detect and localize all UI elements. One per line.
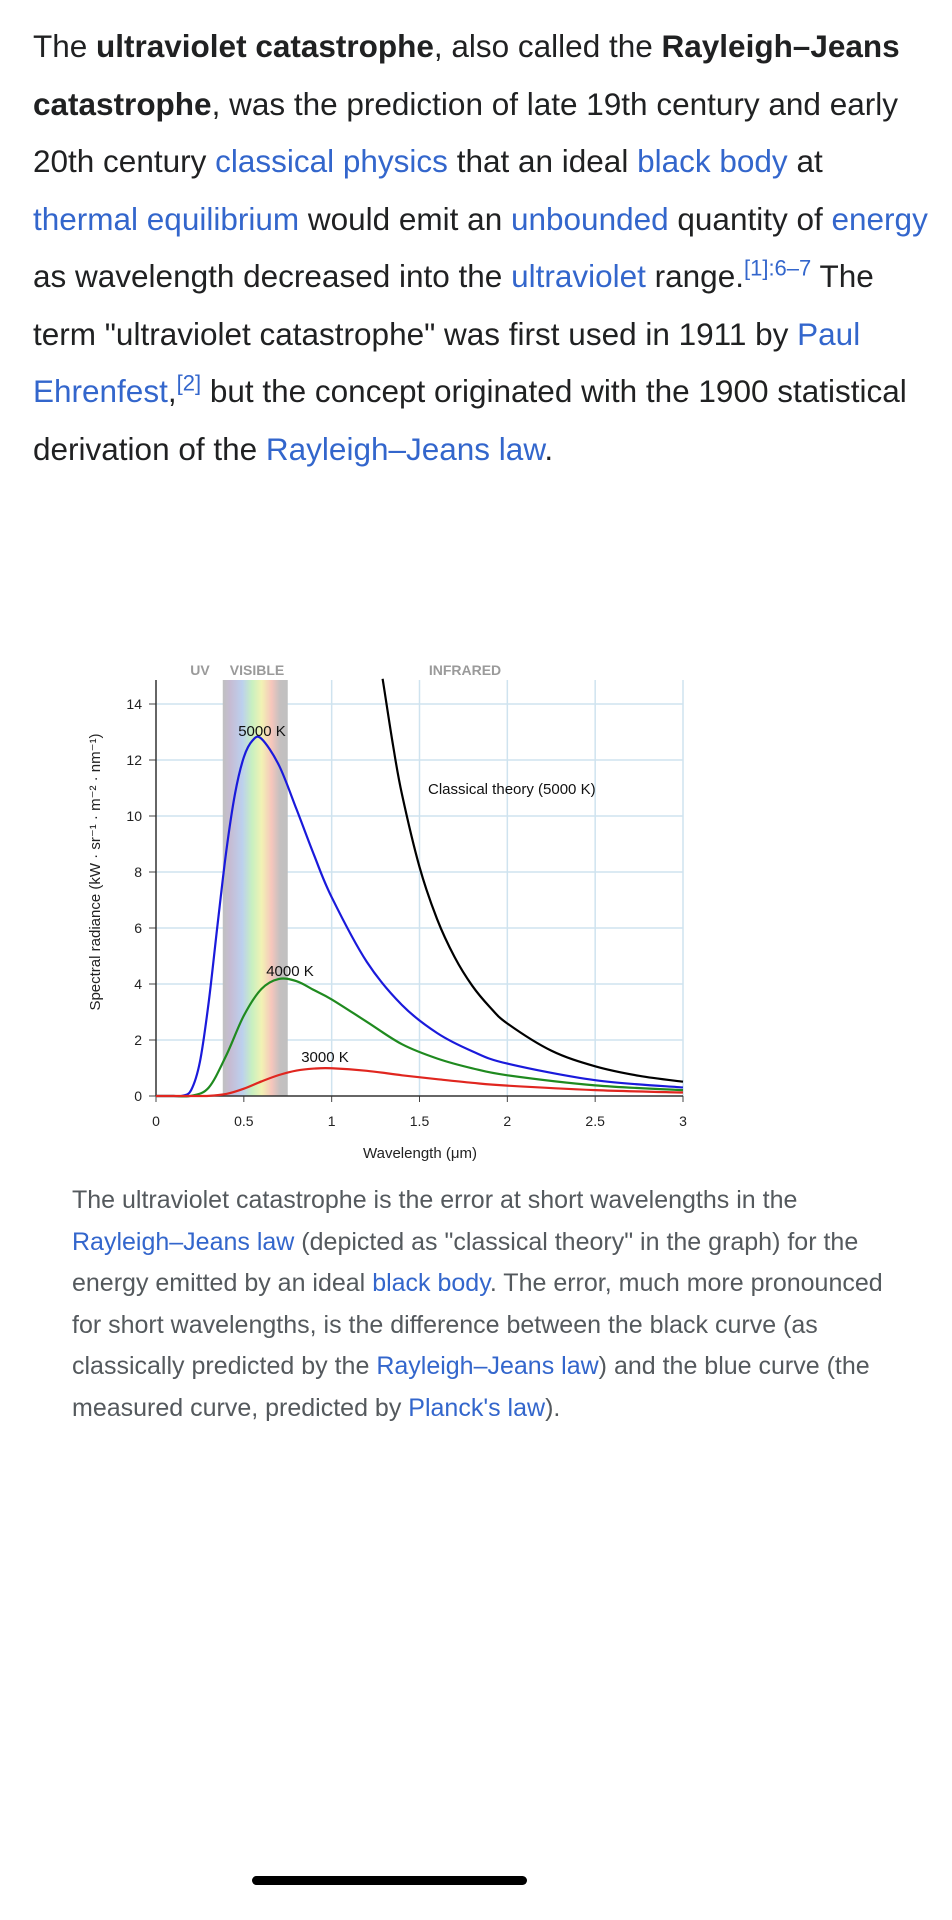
x-tick-label: 0.5 [234, 1113, 254, 1129]
y-tick-label: 6 [134, 920, 142, 936]
text: that an ideal [447, 143, 638, 179]
article-paragraph: The ultraviolet catastrophe, also called… [33, 18, 933, 478]
y-tick-label: 12 [126, 752, 142, 768]
visible-spectrum-band [222, 680, 288, 1096]
y-tick-label: 4 [134, 976, 142, 992]
text: as wavelength decreased into the [33, 258, 512, 294]
text: would emit an [299, 200, 511, 237]
wiki-link[interactable]: Planck's law [408, 1393, 546, 1422]
text: range. [645, 258, 744, 294]
wiki-link[interactable]: thermal equilibrium [33, 200, 300, 237]
x-tick-label: 0 [152, 1113, 160, 1129]
y-tick-label: 2 [134, 1032, 142, 1048]
x-axis-label: Wavelength (μm) [363, 1145, 477, 1162]
wiki-link[interactable]: Rayleigh–Jeans law [265, 430, 545, 467]
wiki-link[interactable]: energy [831, 200, 928, 237]
series-line-4000-k [155, 977, 684, 1098]
y-tick-label: 10 [126, 808, 142, 824]
region-label-visible: VISIBLE [230, 662, 284, 678]
wiki-link[interactable]: Paul Ehrenfest [33, 315, 861, 410]
text: The term "ultraviolet catastrophe" was f… [33, 258, 874, 352]
text: The [33, 28, 97, 64]
y-tick-label: 0 [134, 1088, 142, 1104]
y-tick-label: 14 [126, 696, 142, 712]
text: at [787, 143, 823, 179]
series-line-3000-k [155, 1067, 684, 1098]
text: , [167, 373, 177, 409]
wiki-link[interactable]: black body [637, 143, 788, 179]
x-tick-label: 1.5 [410, 1113, 430, 1129]
x-tick-label: 2.5 [585, 1113, 605, 1129]
wiki-link[interactable]: ultraviolet [511, 258, 646, 294]
x-tick-label: 1 [328, 1113, 336, 1129]
figure-caption: The ultraviolet catastrophe is the error… [72, 1180, 912, 1429]
x-tick-label: 3 [679, 1113, 687, 1129]
axes: 0 0.5 1 1.5 2 2.5 3 0 2 4 6 8 10 12 14 [126, 680, 687, 1129]
wiki-link[interactable]: unbounded [510, 200, 669, 237]
wiki-link[interactable]: classical physics [215, 143, 448, 179]
text: . The error, much more pronounced for sh… [72, 1269, 883, 1380]
home-indicator[interactable] [252, 1876, 527, 1885]
series [155, 678, 684, 1098]
series-label: 5000 K [238, 723, 286, 740]
text: (depicted as "classical theory" in the g… [72, 1227, 859, 1298]
wiki-link[interactable]: black body [372, 1269, 490, 1297]
blackbody-radiation-chart: UV VISIBLE INFRARED 0 0.5 1 1.5 2 2.5 3 0 2 4 6 8 10 12… [87, 662, 687, 1162]
text: , was the prediction of late 19th centur… [33, 85, 898, 180]
series-label: 4000 K [266, 963, 314, 980]
text: , also called the [433, 28, 662, 64]
region-label-uv: UV [190, 662, 210, 678]
bold-term: Rayleigh–Jeans catastrophe [33, 28, 900, 122]
series-label: 3000 K [301, 1049, 349, 1066]
citation-link[interactable]: [1]:6–7 [743, 255, 812, 281]
wiki-link[interactable]: Rayleigh–Jeans law [376, 1352, 599, 1380]
x-tick-label: 2 [503, 1113, 511, 1129]
text: quantity of [668, 200, 832, 237]
text: The ultraviolet catastrophe is the error… [72, 1186, 798, 1214]
text: . [544, 430, 554, 467]
series-line-5000-k [155, 735, 684, 1098]
series-labels: 5000 K 4000 K 3000 K Classical theory (5000… [238, 723, 595, 1066]
region-label-infrared: INFRARED [429, 662, 501, 678]
region-labels: UV VISIBLE INFRARED [190, 662, 501, 678]
text: ) and the blue curve (the measured curve… [72, 1352, 870, 1422]
series-line-classical-theory-5000-k- [381, 678, 684, 1083]
text: but the concept originated with the 1900… [33, 373, 907, 467]
y-tick-label: 8 [134, 864, 142, 880]
bold-term: ultraviolet catastrophe [96, 28, 434, 64]
citation-link[interactable]: [2] [176, 370, 202, 396]
y-axis-label: Spectral radiance (kW · sr⁻¹ · m⁻² · nm⁻… [87, 733, 104, 1010]
text: ). [545, 1393, 561, 1422]
wiki-link[interactable]: Rayleigh–Jeans law [72, 1227, 295, 1256]
series-label: Classical theory (5000 K) [428, 781, 596, 798]
